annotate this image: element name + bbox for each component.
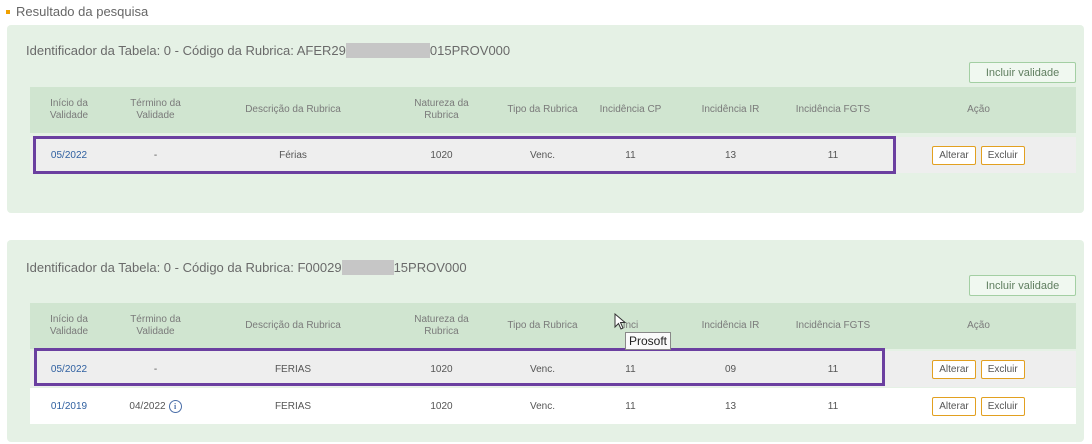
excluir-button[interactable]: Excluir bbox=[980, 145, 1025, 165]
cell-natureza: 1020 bbox=[430, 149, 453, 161]
redacted-block bbox=[341, 260, 394, 275]
card-header: Identificador da Tabela: 0 - Código da R… bbox=[26, 43, 510, 58]
col-descricao: Descrição da Rubrica bbox=[245, 320, 341, 331]
cell-inicio[interactable]: 05/2022 bbox=[50, 149, 88, 161]
table-row: 05/2022 - FERIAS 1020 Venc. 11 09 11 Alt… bbox=[30, 351, 1076, 387]
card-header-prefix: Identificador da Tabela: 0 - Código da R… bbox=[26, 43, 346, 58]
col-tipo: Tipo da Rubrica bbox=[507, 320, 578, 331]
cell-fgts: 11 bbox=[827, 400, 839, 412]
col-incidencia-fgts: Incidência FGTS bbox=[795, 104, 871, 115]
cell-natureza: 1020 bbox=[430, 400, 453, 412]
tooltip: Prosoft bbox=[625, 332, 672, 350]
col-termino-validade: Término da Validade bbox=[130, 314, 181, 337]
col-descricao: Descrição da Rubrica bbox=[245, 104, 341, 115]
col-incidencia-ir: Incidência IR bbox=[701, 320, 760, 331]
redacted-block bbox=[345, 43, 430, 58]
cell-tipo: Venc. bbox=[529, 400, 556, 412]
incluir-validade-button[interactable]: Incluir validade bbox=[969, 275, 1076, 296]
cell-tipo: Venc. bbox=[529, 363, 556, 375]
cell-termino-text: 04/2022 bbox=[129, 400, 166, 412]
section-title-text: Resultado da pesquisa bbox=[16, 4, 149, 19]
alterar-button[interactable]: Alterar bbox=[932, 359, 976, 379]
rubrica-card-1: Identificador da Tabela: 0 - Código da R… bbox=[7, 25, 1084, 213]
cell-ir: 13 bbox=[724, 400, 737, 412]
section-title: Resultado da pesquisa bbox=[6, 4, 148, 20]
bullet-icon bbox=[6, 10, 10, 14]
table-row: 01/2019 04/2022 i FERIAS 1020 Venc. 11 1… bbox=[30, 388, 1076, 424]
card-header-suffix: 015PROV000 bbox=[429, 43, 511, 58]
cell-termino: 04/2022 i bbox=[108, 388, 203, 424]
cell-ir: 13 bbox=[724, 149, 737, 161]
table-row: 05/2022 - Férias 1020 Venc. 11 13 11 Alt… bbox=[30, 137, 1076, 173]
col-natureza: Natureza da Rubrica bbox=[414, 314, 469, 337]
col-tipo: Tipo da Rubrica bbox=[507, 104, 578, 115]
excluir-button[interactable]: Excluir bbox=[980, 359, 1025, 379]
col-inicio-validade: Início da Validade bbox=[49, 314, 89, 337]
cell-fgts: 11 bbox=[827, 363, 839, 375]
cell-descricao: FERIAS bbox=[274, 363, 312, 375]
col-incidencia-fgts: Incidência FGTS bbox=[795, 320, 871, 331]
cell-descricao: FERIAS bbox=[274, 400, 312, 412]
col-natureza: Natureza da Rubrica bbox=[414, 98, 469, 121]
card-header-prefix: Identificador da Tabela: 0 - Código da R… bbox=[26, 260, 342, 275]
cell-acao: Alterar Excluir bbox=[881, 351, 1076, 387]
info-icon[interactable]: i bbox=[168, 399, 182, 413]
cell-inicio[interactable]: 05/2022 bbox=[50, 363, 88, 375]
alterar-button[interactable]: Alterar bbox=[932, 145, 976, 165]
cell-acao: Alterar Excluir bbox=[881, 388, 1076, 424]
cell-cp: 11 bbox=[625, 149, 636, 161]
cell-acao: Alterar Excluir bbox=[881, 137, 1076, 173]
cell-natureza: 1020 bbox=[430, 363, 453, 375]
col-inicio-validade: Início da Validade bbox=[49, 98, 89, 121]
excluir-button[interactable]: Excluir bbox=[980, 396, 1025, 416]
cell-inicio[interactable]: 01/2019 bbox=[50, 400, 88, 412]
col-incidencia-cp: Inci bbox=[622, 320, 639, 331]
table-header: Início da Validade Término da Validade Des… bbox=[30, 87, 1076, 133]
cell-termino: - bbox=[153, 149, 158, 161]
col-termino-validade: Término da Validade bbox=[130, 98, 181, 121]
table-header: Início da Validade Término da Validade Des… bbox=[30, 303, 1076, 349]
incluir-validade-button[interactable]: Incluir validade bbox=[969, 62, 1076, 83]
rubrica-card-2: Identificador da Tabela: 0 - Código da R… bbox=[7, 240, 1084, 442]
alterar-button[interactable]: Alterar bbox=[932, 396, 976, 416]
col-incidencia-cp: Incidência CP bbox=[599, 104, 662, 115]
mouse-cursor-icon bbox=[614, 313, 627, 330]
cell-ir: 09 bbox=[724, 363, 737, 375]
col-incidencia-ir: Incidência IR bbox=[701, 104, 760, 115]
cell-tipo: Venc. bbox=[529, 149, 556, 161]
card-header: Identificador da Tabela: 0 - Código da R… bbox=[26, 260, 467, 275]
col-acao: Ação bbox=[967, 104, 990, 115]
cell-cp: 11 bbox=[625, 363, 636, 375]
cell-termino: - bbox=[153, 363, 158, 375]
cell-cp: 11 bbox=[625, 400, 636, 412]
col-acao: Ação bbox=[967, 320, 990, 331]
cell-fgts: 11 bbox=[827, 149, 839, 161]
card-header-suffix: 15PROV000 bbox=[393, 260, 467, 275]
cell-descricao: Férias bbox=[279, 149, 307, 161]
